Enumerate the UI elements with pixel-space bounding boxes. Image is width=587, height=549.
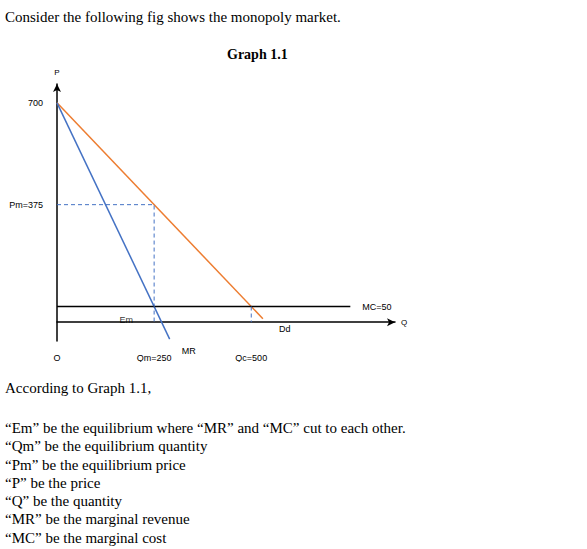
html-text:“Qm” be the equilibrium quanti: “Qm” be the equilibrium quantity	[5, 438, 208, 455]
svg-text:Em: Em	[119, 315, 133, 325]
svg-text:Q: Q	[401, 318, 407, 327]
svg-text:Pm=375: Pm=375	[9, 200, 43, 210]
svg-text:700: 700	[28, 98, 43, 108]
svg-text:MC=50: MC=50	[362, 302, 391, 312]
html-text:“P” be the price: “P” be the price	[5, 474, 101, 491]
svg-text:Qc=500: Qc=500	[235, 353, 267, 363]
html-text:“Q” be the quantity: “Q” be the quantity	[5, 493, 122, 510]
html-text:Consider the following fig sho: Consider the following fig shows the mon…	[5, 9, 341, 25]
svg-text:Qm=250: Qm=250	[137, 353, 172, 363]
svg-text:Graph 1.1: Graph 1.1	[227, 47, 288, 62]
svg-text:O: O	[53, 353, 60, 363]
html-text:According to Graph 1.1,: According to Graph 1.1,	[5, 380, 152, 396]
html-text:“MR” be the marginal revenue: “MR” be the marginal revenue	[5, 511, 190, 528]
svg-text:MR: MR	[182, 346, 196, 356]
html-text:“MC” be the marginal cost: “MC” be the marginal cost	[5, 529, 167, 546]
html-text:“Em” be the equilibrium where: “Em” be the equilibrium where “MR” and “…	[5, 420, 406, 436]
html-text:“Pm” be the equilibrium price: “Pm” be the equilibrium price	[5, 456, 186, 473]
svg-text:Dd: Dd	[279, 324, 291, 334]
svg-text:P: P	[54, 68, 59, 77]
